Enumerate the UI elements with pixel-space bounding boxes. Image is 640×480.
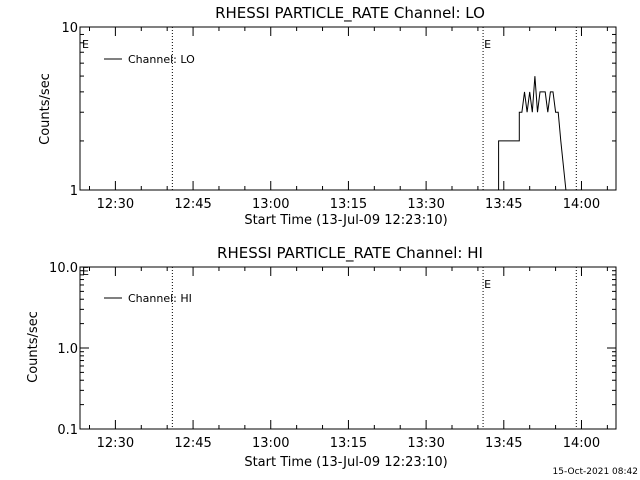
x-tick-label-lo: 13:00: [252, 197, 289, 212]
plot-frame-lo: [79, 26, 617, 191]
legend-label-hi: Channel: HI: [128, 292, 192, 305]
edge-marker-lo: E: [82, 38, 89, 51]
x-tick-label-lo: 12:30: [97, 197, 134, 212]
chart-panel-hi: RHESSI PARTICLE_RATE Channel: HI Counts/…: [26, 244, 617, 470]
x-tick-label-hi: 12:30: [97, 436, 134, 451]
y-tick-label-hi: 1.0: [57, 342, 78, 357]
x-tick-label-lo: 14:00: [563, 197, 600, 212]
x-tick-label-lo: 13:15: [330, 197, 367, 212]
series-line-lo: [498, 76, 567, 191]
x-tick-label-lo: 12:45: [174, 197, 211, 212]
y-axis-label-lo: Counts/sec: [38, 73, 53, 145]
x-tick-label-hi: 14:00: [563, 436, 600, 451]
x-tick-label-hi: 13:45: [485, 436, 522, 451]
event-line-label-hi: E: [484, 278, 491, 291]
y-tick-label-hi: 10.0: [49, 261, 78, 276]
legend-label-lo: Channel: LO: [128, 53, 195, 66]
y-tick-label-hi: 0.1: [57, 423, 78, 438]
y-axis-label-hi: Counts/sec: [26, 311, 41, 383]
event-line-label-lo: E: [484, 38, 491, 51]
chart-title-hi: RHESSI PARTICLE_RATE Channel: HI: [217, 244, 483, 263]
x-tick-label-hi: 13:00: [252, 436, 289, 451]
y-tick-label-lo: 1: [70, 184, 78, 199]
x-tick-label-hi: 12:45: [174, 436, 211, 451]
x-tick-label-lo: 13:30: [407, 197, 444, 212]
chart-title-lo: RHESSI PARTICLE_RATE Channel: LO: [215, 4, 485, 23]
x-axis-label-lo: Start Time (13-Jul-09 12:23:10): [244, 213, 447, 228]
x-axis-label-hi: Start Time (13-Jul-09 12:23:10): [244, 455, 447, 470]
footer-timestamp: 15-Oct-2021 08:42: [553, 467, 638, 477]
x-tick-label-lo: 13:45: [485, 197, 522, 212]
chart-panel-lo: RHESSI PARTICLE_RATE Channel: LO Counts/…: [38, 4, 617, 228]
y-tick-label-lo: 10: [61, 21, 78, 36]
x-tick-label-hi: 13:30: [407, 436, 444, 451]
edge-marker-hi: E: [82, 265, 89, 278]
x-tick-label-hi: 13:15: [330, 436, 367, 451]
